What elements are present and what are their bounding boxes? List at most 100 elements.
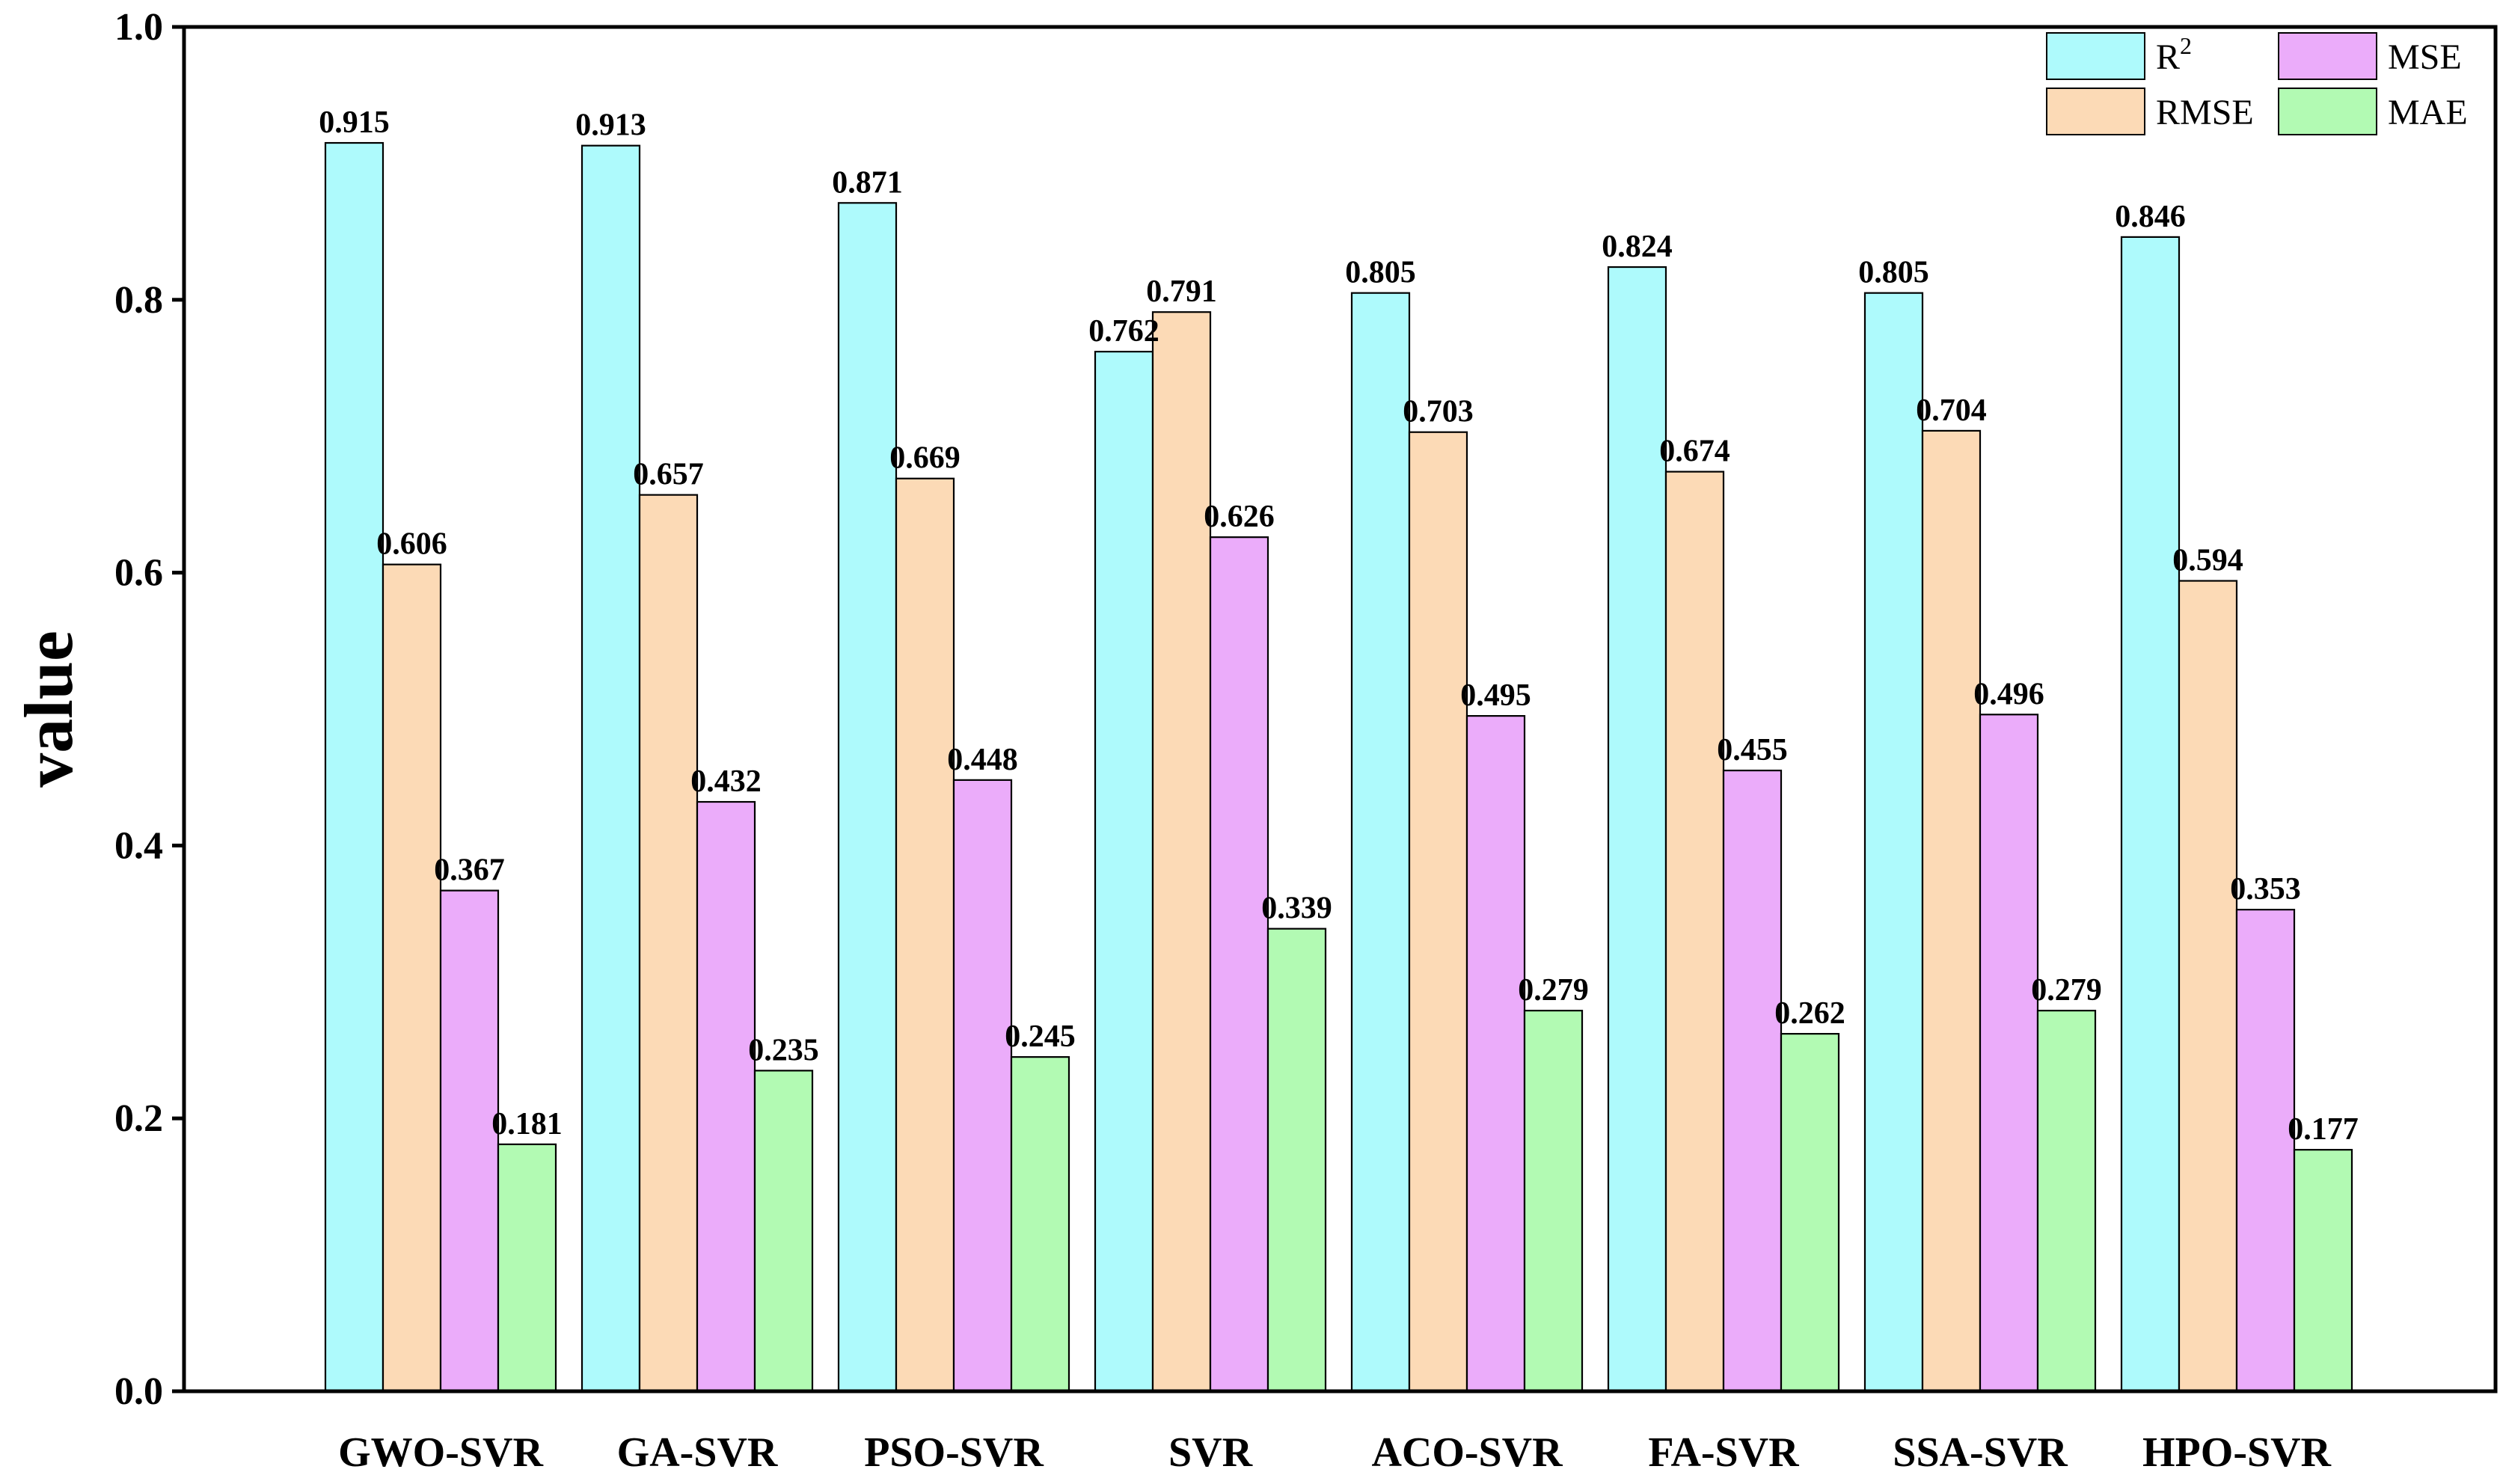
data-label: 0.353 <box>2230 872 2301 907</box>
bar-rmse-hpo-svr <box>2178 580 2238 1393</box>
bar-mae-aco-svr <box>1523 1010 1584 1393</box>
y-tick-label: 0.0 <box>114 1370 163 1413</box>
data-label: 0.791 <box>1146 275 1217 309</box>
data-label: 0.805 <box>1345 256 1416 290</box>
data-label: 0.279 <box>1518 973 1589 1008</box>
x-ticks-group: GWO-SVR GA-SVR PSO-SVR SVR ACO-SVR FA-SVR SSA-… <box>338 1429 2331 1476</box>
bar-mae-ga-svr <box>753 1070 814 1393</box>
legend-swatch-mae <box>2278 88 2377 135</box>
y-axis-label-group: value <box>10 631 87 788</box>
legend-label-superscript: 2 <box>2180 32 2192 59</box>
data-label: 0.496 <box>1973 677 2044 711</box>
y-tick-label: 0.2 <box>114 1097 163 1140</box>
data-label: 0.703 <box>1403 395 1474 429</box>
plot-frame-group <box>182 25 2498 1393</box>
bar-mse-gwo-svr <box>439 889 500 1393</box>
data-label: 0.846 <box>2115 200 2186 234</box>
data-label: 0.674 <box>1659 435 1730 469</box>
bars-group <box>324 141 2353 1393</box>
data-label: 0.704 <box>1916 393 1987 428</box>
bar-mse-ssa-svr <box>1979 714 2039 1393</box>
data-label: 0.367 <box>434 853 505 888</box>
bar-mse-aco-svr <box>1465 715 1526 1393</box>
data-label: 0.657 <box>633 458 704 492</box>
bar-mse-svr <box>1209 536 1269 1393</box>
x-tick-label: ACO-SVR <box>1371 1429 1563 1476</box>
legend-label-text: RMSE <box>2156 93 2254 132</box>
legend-swatch-mse <box>2278 32 2377 80</box>
data-labels-group: 0.915 0.606 0.367 0.181 0.913 0.657 0.432 0.235… <box>319 105 2359 1147</box>
bar-rmse-fa-svr <box>1664 470 1725 1393</box>
bar-mse-pso-svr <box>952 779 1013 1393</box>
bar-mae-hpo-svr <box>2293 1149 2353 1393</box>
data-label: 0.626 <box>1204 500 1275 534</box>
x-tick-label: GA-SVR <box>617 1429 778 1476</box>
bar-rmse-aco-svr <box>1408 431 1468 1393</box>
bar-r-gwo-svr <box>324 141 385 1393</box>
y-tick-label: 0.4 <box>114 824 163 867</box>
legend-swatch-rmse <box>2046 88 2145 135</box>
bar-mae-pso-svr <box>1010 1056 1070 1393</box>
bar-mse-fa-svr <box>1722 769 1783 1393</box>
bar-mse-ga-svr <box>696 800 756 1393</box>
data-label: 0.762 <box>1088 314 1159 349</box>
data-label: 0.448 <box>947 743 1018 777</box>
x-tick-label: HPO-SVR <box>2142 1429 2332 1476</box>
bar-mse-hpo-svr <box>2235 909 2296 1393</box>
data-label: 0.262 <box>1774 996 1845 1031</box>
legend-label-mse: MSE <box>2388 37 2462 77</box>
data-label: 0.915 <box>319 105 390 140</box>
legend-label-text: MAE <box>2388 93 2468 132</box>
x-tick-label: GWO-SVR <box>338 1429 543 1476</box>
legend-label-text: MSE <box>2388 37 2462 77</box>
x-tick-label: SVR <box>1168 1429 1253 1476</box>
bar-rmse-ga-svr <box>638 494 699 1393</box>
y-ticks-group: 0.0 0.2 0.4 0.6 0.8 1.0 <box>114 6 184 1413</box>
bar-r-pso-svr <box>837 202 898 1393</box>
data-label: 0.495 <box>1460 678 1531 713</box>
data-label: 0.824 <box>1602 230 1673 264</box>
legend: R2 MSE RMSE MAE <box>2046 32 2468 135</box>
bar-r-aco-svr <box>1350 292 1411 1393</box>
x-tick-label: SSA-SVR <box>1893 1429 2068 1476</box>
x-tick-label: PSO-SVR <box>864 1429 1044 1476</box>
bar-r-hpo-svr <box>2120 236 2181 1393</box>
y-tick-label: 0.8 <box>114 279 163 322</box>
bar-mae-ssa-svr <box>2036 1010 2097 1393</box>
bar-mae-svr <box>1266 927 1327 1393</box>
y-tick-label: 0.6 <box>114 552 163 595</box>
data-label: 0.235 <box>748 1033 819 1067</box>
data-label: 0.455 <box>1717 733 1788 767</box>
bar-rmse-gwo-svr <box>382 563 442 1393</box>
data-label: 0.606 <box>376 527 447 562</box>
y-tick-label: 1.0 <box>114 6 163 49</box>
legend-label-mae: MAE <box>2388 93 2468 132</box>
legend-label-r: R2 <box>2156 32 2192 77</box>
bar-mae-gwo-svr <box>497 1143 557 1393</box>
bar-r-ssa-svr <box>1863 292 1924 1393</box>
y-axis-title: value <box>10 631 87 788</box>
data-label: 0.339 <box>1261 892 1332 926</box>
bar-r-svr <box>1094 351 1154 1393</box>
bar-r-fa-svr <box>1607 266 1667 1393</box>
data-label: 0.177 <box>2288 1112 2359 1147</box>
data-label: 0.669 <box>889 441 961 476</box>
data-label: 0.432 <box>690 764 762 799</box>
data-label: 0.279 <box>2031 973 2102 1008</box>
bar-mae-fa-svr <box>1780 1033 1840 1393</box>
data-label: 0.594 <box>2172 544 2243 578</box>
legend-label-rmse: RMSE <box>2156 93 2254 132</box>
bar-rmse-svr <box>1151 311 1212 1393</box>
data-label: 0.913 <box>575 108 646 143</box>
data-label: 0.871 <box>832 165 903 200</box>
data-label: 0.245 <box>1005 1020 1076 1054</box>
legend-label-text: R <box>2156 37 2180 77</box>
plot-frame <box>182 25 2498 1393</box>
x-tick-label: FA-SVR <box>1648 1429 1799 1476</box>
data-label: 0.805 <box>1858 256 1929 290</box>
bar-rmse-ssa-svr <box>1921 429 1982 1393</box>
bar-rmse-pso-svr <box>895 477 955 1393</box>
bar-r-ga-svr <box>580 144 641 1393</box>
